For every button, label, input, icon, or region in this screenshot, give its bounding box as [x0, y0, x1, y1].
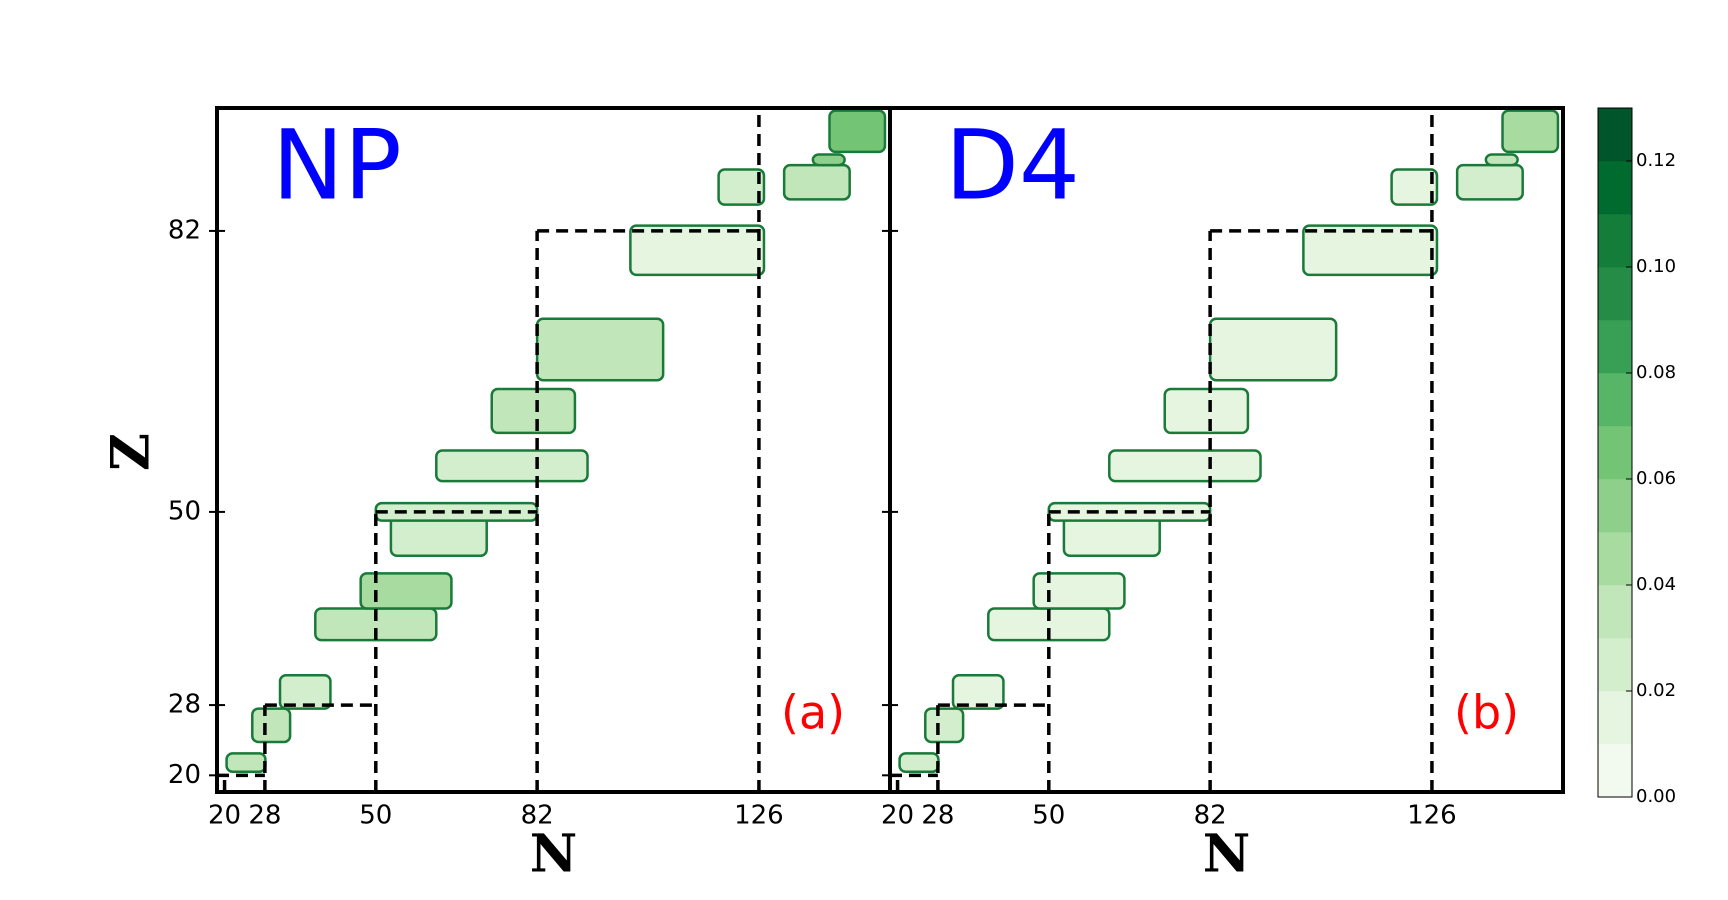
colorbar-bin: [1597, 213, 1633, 268]
model-name: NP: [272, 109, 402, 221]
contour-region: [1484, 153, 1519, 167]
colorbar-bin: [1597, 319, 1633, 374]
contour-region: [828, 109, 887, 154]
colorbar-tick-label: 0.08: [1636, 362, 1676, 383]
x-tick-label: 28: [921, 801, 954, 831]
contour-region: [1501, 109, 1560, 154]
x-tick-label: 28: [248, 801, 281, 831]
colorbar-tick-label: 0.12: [1636, 150, 1676, 171]
panel-0: [217, 108, 887, 792]
contour-region: [435, 449, 589, 483]
contour-region: [225, 752, 267, 774]
colorbar-bin: [1597, 743, 1633, 798]
y-tick-label: 28: [168, 690, 201, 720]
x-tick-label: 82: [1194, 801, 1227, 831]
panel-1: [890, 108, 1560, 792]
colorbar-bin: [1597, 478, 1633, 533]
contour-region: [924, 707, 965, 744]
panel-frame: [888, 106, 1565, 794]
colorbar-bin: [1597, 690, 1633, 745]
y-tick-label: 20: [168, 760, 201, 790]
panel-label: (b): [1454, 686, 1519, 740]
y-tick-label: 50: [168, 496, 201, 526]
colorbar-frame: [1597, 107, 1633, 798]
x-tick-label: 20: [881, 801, 914, 831]
x-tick-label: 82: [521, 801, 554, 831]
colorbar-tick-label: 0.10: [1636, 256, 1676, 277]
colorbar-bin: [1597, 107, 1633, 162]
x-tick-label: 126: [1407, 801, 1457, 831]
model-name: D4: [945, 109, 1080, 221]
contour-region: [717, 168, 766, 206]
contour-region: [1302, 224, 1439, 277]
colorbar-tick-label: 0.04: [1636, 574, 1676, 595]
contour-region: [951, 673, 1005, 710]
y-axis-label: Z: [101, 433, 162, 471]
contour-region: [1390, 168, 1439, 206]
contour-region: [898, 752, 940, 774]
contour-region: [1163, 387, 1250, 435]
contour-region: [1108, 449, 1262, 483]
contour-region: [629, 224, 766, 277]
colorbar-tick-label: 0.06: [1636, 468, 1676, 489]
contour-region: [535, 317, 665, 382]
colorbar-bin: [1597, 425, 1633, 480]
contour-region: [811, 153, 846, 167]
x-tick-label: 50: [1032, 801, 1065, 831]
colorbar-bin: [1597, 160, 1633, 215]
contour-region: [251, 707, 292, 744]
contour-region: [490, 387, 577, 435]
colorbar-tick-label: 0.00: [1636, 786, 1676, 807]
contour-region: [1032, 572, 1126, 610]
x-axis-label: N: [1203, 824, 1251, 885]
x-tick-label: 126: [734, 801, 784, 831]
contour-region: [782, 163, 851, 201]
colorbar-bin: [1597, 637, 1633, 692]
contour-region: [1208, 317, 1338, 382]
contour-region: [359, 572, 453, 610]
colorbar-bin: [1597, 584, 1633, 639]
colorbar-bin: [1597, 531, 1633, 586]
colorbar-tick-label: 0.02: [1636, 680, 1676, 701]
contour-region: [1455, 163, 1524, 201]
x-axis-label: N: [530, 824, 578, 885]
contour-region: [278, 673, 332, 710]
x-tick-label: 50: [359, 801, 392, 831]
panel-label: (a): [781, 686, 845, 740]
y-tick-label: 82: [168, 215, 201, 245]
x-tick-label: 20: [208, 801, 241, 831]
colorbar-bin: [1597, 372, 1633, 427]
colorbar-bin: [1597, 266, 1633, 321]
